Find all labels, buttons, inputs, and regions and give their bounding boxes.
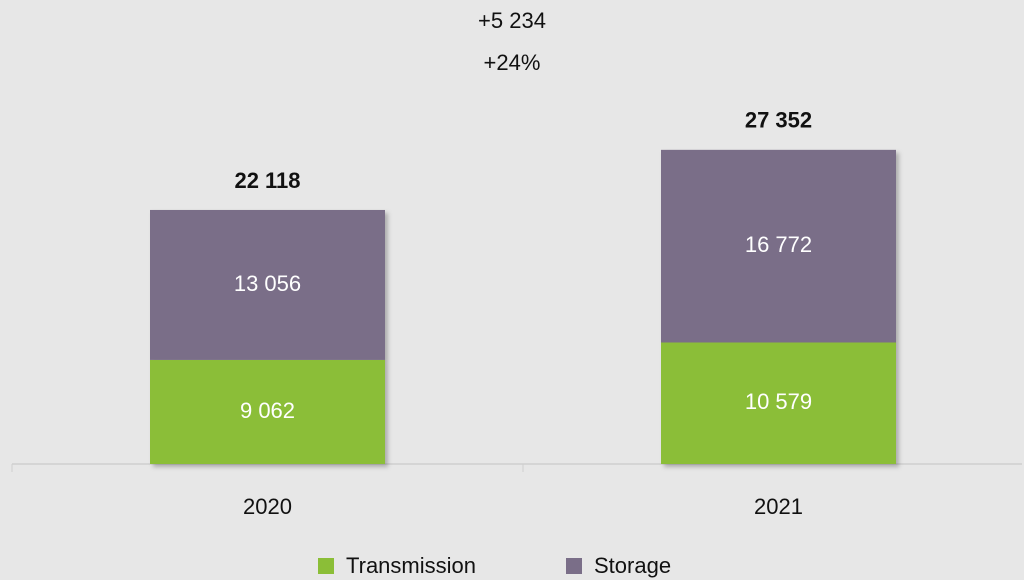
bar-segment [661, 149, 896, 343]
total-label: 22 118 [234, 168, 300, 193]
bar-group [661, 149, 896, 464]
legend-label: Storage [594, 553, 671, 578]
x-tick-label: 2021 [754, 494, 803, 519]
data-label: 13 056 [234, 271, 301, 296]
data-label: 9 062 [240, 398, 295, 423]
bar-group [150, 209, 385, 464]
data-label: 10 579 [745, 389, 812, 414]
annotation: +5 234 [478, 8, 546, 33]
x-tick-label: 2020 [243, 494, 292, 519]
bar-segment [661, 342, 896, 464]
total-label: 27 352 [745, 108, 812, 133]
legend-swatch [566, 558, 582, 574]
bar-segment [150, 359, 385, 464]
data-label: 16 772 [745, 232, 812, 257]
bar-segment [150, 209, 385, 360]
annotation: +24% [484, 50, 541, 75]
legend-swatch [318, 558, 334, 574]
legend-label: Transmission [346, 553, 476, 578]
